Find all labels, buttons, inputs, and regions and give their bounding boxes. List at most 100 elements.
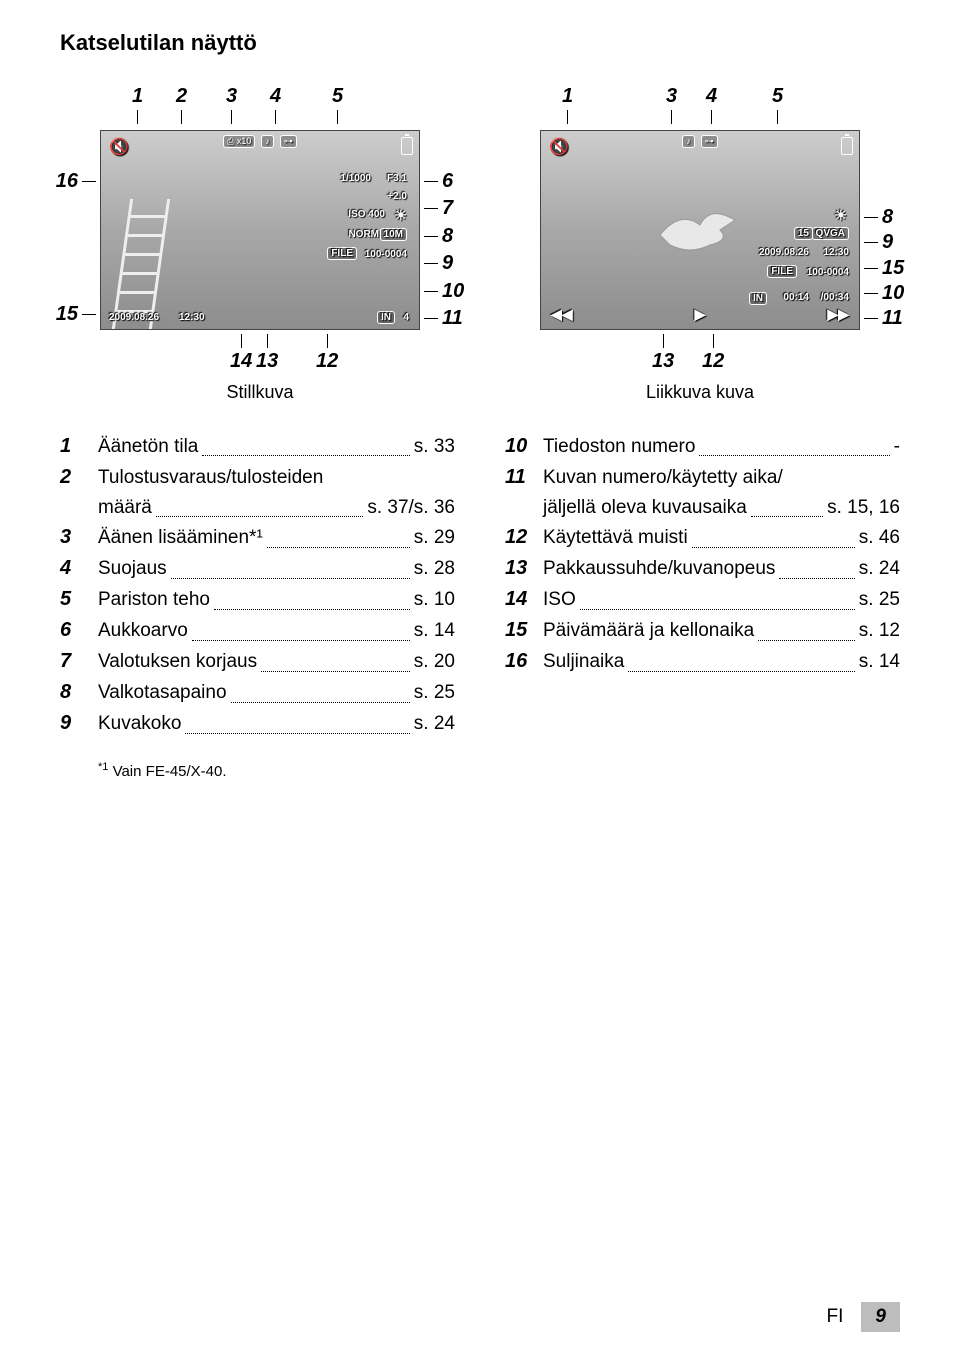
legend-dots xyxy=(185,709,409,733)
legend-row: 1Äänetön tila s. 33 xyxy=(60,431,455,462)
callout-right-m9: 9 xyxy=(860,231,893,254)
legend-row: 5Pariston tehos. 10 xyxy=(60,584,455,615)
legend-number: 10 xyxy=(505,431,543,462)
page-title: Katselutilan näyttö xyxy=(60,30,900,56)
legend-number: 15 xyxy=(505,615,543,646)
callout-top-m4: 4 xyxy=(706,85,717,124)
callout-right-m10: 10 xyxy=(860,282,904,305)
legend-label: Pariston teho xyxy=(98,585,210,614)
legend-page: s. 33 xyxy=(414,432,455,461)
legend-row: 2Tulostusvaraus/tulosteiden xyxy=(60,462,455,493)
legend-row: 7Valotuksen korjauss. 20 xyxy=(60,646,455,677)
page-footer: FI 9 xyxy=(827,1302,900,1332)
file-num-text: 100-0004 xyxy=(365,249,407,260)
callout-top-4: 4 xyxy=(270,85,281,124)
callout-bottom-14: 14 xyxy=(230,334,252,373)
legend-page: s. 12 xyxy=(859,616,900,645)
rewind-icon: ◀◀ xyxy=(551,306,573,323)
legend-row: 11Kuvan numero/käytetty aika/ xyxy=(505,462,900,493)
legend-label: Aukkoarvo xyxy=(98,616,188,645)
lock-icon: ⊶ xyxy=(701,135,718,148)
legend-page: s. 10 xyxy=(414,585,455,614)
legend-label: Suljinaika xyxy=(543,647,624,676)
legend-page: s. 46 xyxy=(859,523,900,552)
legend-number: 13 xyxy=(505,553,543,584)
iso-text: ISO 400 xyxy=(348,209,385,220)
legend-label: Kuvakoko xyxy=(98,709,181,738)
still-caption: Stillkuva xyxy=(60,382,460,403)
sun-icon: ☀ xyxy=(834,207,847,224)
footnote: *1 Vain FE-45/X-40. xyxy=(60,761,900,780)
legend-page: s. 15, 16 xyxy=(827,493,900,522)
still-diagram: 1 2 3 4 5 16 15 🔇 ⎙ x10 ♪ ⊶ 1/1000 F3. xyxy=(60,84,460,403)
date-text: 2009.08.26 xyxy=(109,312,159,323)
legend-dots xyxy=(580,585,855,609)
legend-label: jäljellä oleva kuvausaika xyxy=(543,493,747,522)
file-num-text: 100-0004 xyxy=(807,267,849,278)
legend-label: Suojaus xyxy=(98,554,167,583)
callout-bottom-12: 12 xyxy=(316,334,338,373)
time-text: 12:30 xyxy=(823,247,849,258)
callout-right-9: 9 xyxy=(420,252,453,275)
legend-number: 12 xyxy=(505,522,543,553)
legend-dots xyxy=(231,678,410,702)
legend-number: 16 xyxy=(505,646,543,677)
callout-left-16: 16 xyxy=(56,170,100,193)
legend-dots xyxy=(692,523,855,547)
legend-dots xyxy=(261,647,410,671)
legend: 1Äänetön tila s. 332Tulostusvaraus/tulost… xyxy=(60,431,900,739)
callout-right-8: 8 xyxy=(420,225,453,248)
legend-row: 6Aukkoarvos. 14 xyxy=(60,615,455,646)
movie-caption: Liikkuva kuva xyxy=(500,382,900,403)
legend-dots xyxy=(171,554,410,578)
legend-number: 14 xyxy=(505,584,543,615)
legend-page: s. 14 xyxy=(859,647,900,676)
legend-row: 3Äänen lisääminen*¹s. 29 xyxy=(60,522,455,553)
legend-row-cont: määräs. 37/s. 36 xyxy=(60,493,455,522)
legend-row: 8Valkotasapaino s. 25 xyxy=(60,677,455,708)
time-text: 12:30 xyxy=(179,312,205,323)
legend-row: 13Pakkaussuhde/kuvanopeuss. 24 xyxy=(505,553,900,584)
legend-page: s. 14 xyxy=(414,616,455,645)
in-tag: IN xyxy=(749,292,767,305)
legend-label: Kuvan numero/käytetty aika/ xyxy=(543,463,783,492)
callout-right-m15: 15 xyxy=(860,257,904,280)
legend-page: s. 25 xyxy=(859,585,900,614)
legend-row: 10Tiedoston numero- xyxy=(505,431,900,462)
legend-dots xyxy=(202,432,409,456)
legend-dots xyxy=(267,523,410,547)
callout-right-m8: 8 xyxy=(860,206,893,229)
aperture-text: F3.1 xyxy=(387,173,407,184)
legend-row: 4Suojauss. 28 xyxy=(60,553,455,584)
callout-right-6: 6 xyxy=(420,170,453,193)
audio-icon: ♪ xyxy=(682,135,695,148)
callout-bottom-m13: 13 xyxy=(652,334,674,373)
callout-right-7: 7 xyxy=(420,197,453,220)
elapsed-text: 00:14 xyxy=(783,292,809,303)
legend-number: 8 xyxy=(60,677,98,708)
legend-page: s. 20 xyxy=(414,647,455,676)
legend-dots xyxy=(214,585,410,609)
callout-top-2: 2 xyxy=(176,85,187,124)
legend-label: Valkotasapaino xyxy=(98,678,227,707)
legend-page: s. 29 xyxy=(414,523,455,552)
total-text: /00:34 xyxy=(821,292,849,303)
legend-page: s. 24 xyxy=(414,709,455,738)
legend-dots xyxy=(699,432,889,456)
callout-top-m1: 1 xyxy=(562,85,573,124)
movie-diagram: 1 3 4 5 🔇 ♪ ⊶ ☀ 15 QVGA 2009.08.26 12:30… xyxy=(500,84,900,403)
callout-right-10: 10 xyxy=(420,280,464,303)
legend-dots xyxy=(758,616,855,640)
legend-number: 1 xyxy=(60,431,98,462)
in-num-text: 4 xyxy=(403,312,409,323)
legend-page: s. 28 xyxy=(414,554,455,583)
legend-number: 3 xyxy=(60,522,98,553)
legend-page: s. 25 xyxy=(414,678,455,707)
legend-dots xyxy=(192,616,410,640)
battery-icon xyxy=(401,137,413,155)
legend-label: Äänetön tila xyxy=(98,432,198,461)
callout-top-5: 5 xyxy=(332,85,343,124)
legend-row-cont: jäljellä oleva kuvausaika s. 15, 16 xyxy=(505,493,900,522)
ladder-graphic xyxy=(112,199,170,329)
legend-label: Käytettävä muisti xyxy=(543,523,688,552)
